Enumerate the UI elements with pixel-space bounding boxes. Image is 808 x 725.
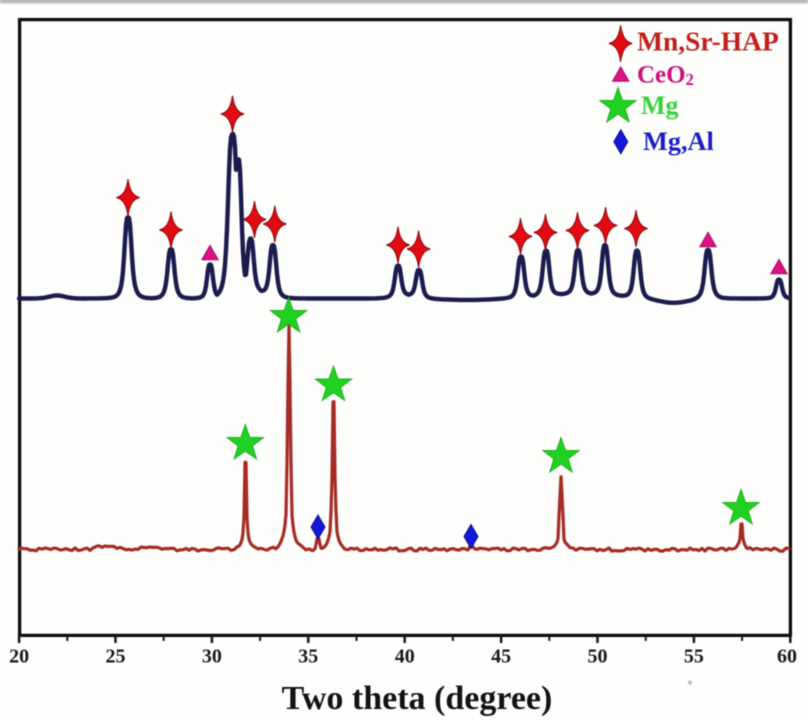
- svg-text:50: 50: [588, 646, 608, 668]
- svg-text:25: 25: [106, 646, 126, 668]
- svg-text:55: 55: [684, 646, 704, 668]
- svg-text:20: 20: [9, 646, 29, 668]
- svg-text:CeO2: CeO2: [637, 62, 694, 90]
- svg-text:45: 45: [491, 646, 511, 668]
- svg-text:Two theta (degree): Two theta (degree): [282, 680, 553, 717]
- svg-text:Mn,Sr-HAP: Mn,Sr-HAP: [637, 26, 779, 57]
- svg-text:Mg: Mg: [641, 91, 679, 120]
- svg-text:40: 40: [395, 646, 415, 668]
- svg-text:Mg,Al: Mg,Al: [643, 127, 714, 156]
- svg-text:30: 30: [202, 646, 222, 668]
- svg-text:60: 60: [777, 646, 797, 668]
- svg-text:35: 35: [298, 646, 318, 668]
